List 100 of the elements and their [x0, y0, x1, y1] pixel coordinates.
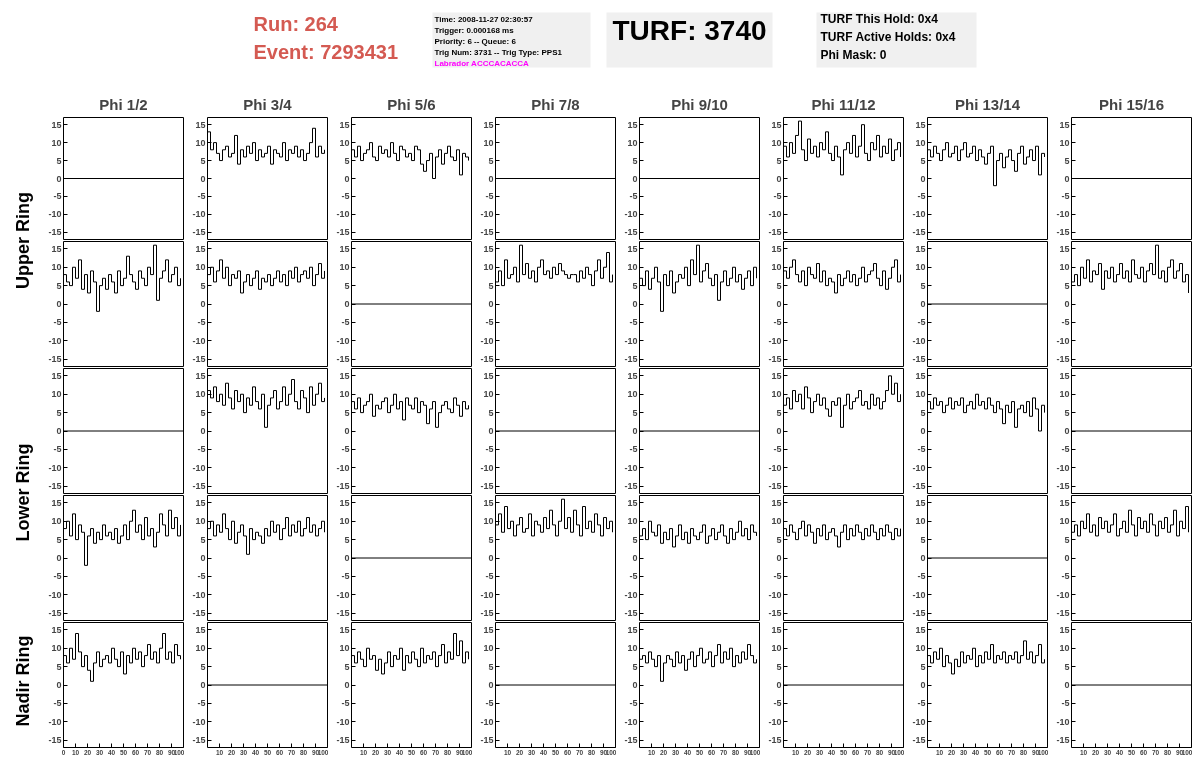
y-tick-label: -10 — [336, 462, 350, 473]
y-tick-label: 5 — [56, 407, 62, 418]
chart-title: Phi 1/2 — [99, 95, 148, 113]
y-tick-label: -15 — [1056, 481, 1070, 492]
y-tick-label: -15 — [624, 227, 638, 238]
y-tick-label: -15 — [768, 354, 782, 365]
y-tick-label: -10 — [1056, 209, 1070, 220]
y-tick-label: 5 — [488, 661, 494, 672]
y-tick-label: 10 — [1059, 137, 1070, 148]
y-tick-label: -15 — [192, 608, 206, 619]
y-tick-label: -5 — [197, 698, 206, 709]
y-tick-label: -5 — [629, 444, 638, 455]
y-tick-label: 5 — [1064, 534, 1070, 545]
y-tick-label: -10 — [768, 209, 782, 220]
y-tick-label: 10 — [195, 262, 206, 273]
y-tick-label: -15 — [48, 481, 62, 492]
y-tick-label: 15 — [1059, 497, 1070, 508]
y-tick-label: -5 — [629, 191, 638, 202]
y-tick-label: 5 — [200, 280, 206, 291]
y-tick-label: -5 — [773, 444, 782, 455]
y-tick-label: 0 — [344, 173, 350, 184]
y-tick-label: -15 — [768, 735, 782, 746]
y-tick-label: -15 — [336, 354, 350, 365]
y-tick-label: 5 — [776, 280, 782, 291]
y-tick-label: 5 — [344, 534, 350, 545]
y-tick-label: 0 — [1064, 553, 1070, 563]
y-tick-label: 15 — [627, 119, 638, 130]
y-tick-label: -10 — [336, 716, 350, 727]
y-tick-label: 10 — [627, 137, 638, 148]
y-tick-label: 15 — [339, 119, 350, 130]
y-tick-label: -5 — [1061, 191, 1070, 202]
y-tick-label: 15 — [483, 119, 494, 130]
y-tick-label: 0 — [56, 680, 62, 690]
y-tick-label: -5 — [341, 571, 350, 582]
y-tick-label: -15 — [192, 735, 206, 746]
y-tick-label: -5 — [53, 317, 62, 328]
y-tick-label: -15 — [1056, 354, 1070, 365]
y-tick-label: 5 — [344, 661, 350, 672]
y-tick-label: 0 — [776, 553, 782, 563]
y-tick-label: 5 — [776, 534, 782, 545]
y-tick-label: 10 — [1059, 389, 1070, 400]
y-tick-label: -15 — [192, 354, 206, 365]
y-tick-label: 5 — [632, 155, 638, 166]
y-tick-label: -15 — [192, 481, 206, 492]
y-tick-label: -15 — [1056, 735, 1070, 746]
y-tick-label: -10 — [192, 589, 206, 600]
y-tick-label: 5 — [344, 280, 350, 291]
y-tick-label: -10 — [1056, 716, 1070, 727]
y-tick-label: -10 — [768, 462, 782, 473]
y-tick-label: 10 — [771, 137, 782, 148]
y-tick-label: -15 — [192, 227, 206, 238]
y-tick-label: 5 — [1064, 661, 1070, 672]
y-tick-label: 10 — [1059, 643, 1070, 654]
y-tick-label: 0 — [488, 680, 494, 690]
y-tick-label: -15 — [912, 608, 926, 619]
y-tick-label: -10 — [1056, 462, 1070, 473]
y-tick-label: 15 — [51, 119, 62, 130]
y-tick-label: 15 — [339, 243, 350, 254]
y-tick-label: -5 — [773, 317, 782, 328]
y-tick-label: -5 — [917, 444, 926, 455]
y-tick-label: 5 — [200, 155, 206, 166]
y-tick-label: -10 — [624, 716, 638, 727]
y-tick-label: 10 — [195, 516, 206, 527]
y-tick-label: 0 — [200, 680, 206, 690]
text: Priority: 6 -- Queue: 6 — [434, 36, 517, 46]
text: TURF Active Holds: 0x4 — [820, 29, 956, 44]
y-tick-label: -10 — [480, 335, 494, 346]
y-tick-label: 5 — [1064, 280, 1070, 291]
y-tick-label: -5 — [773, 571, 782, 582]
y-tick-label: 10 — [915, 643, 926, 654]
y-tick-label: -10 — [768, 716, 782, 727]
y-tick-label: -5 — [341, 444, 350, 455]
y-tick-label: -10 — [48, 716, 62, 727]
y-tick-label: -5 — [197, 571, 206, 582]
text: Time: 2008-11-27 02:30:57 — [434, 14, 534, 24]
text: Run: 264 — [253, 12, 339, 35]
y-tick-label: -15 — [336, 608, 350, 619]
y-tick-label: 15 — [771, 497, 782, 508]
y-tick-label: -15 — [480, 354, 494, 365]
chart-title: Phi 15/16 — [1098, 95, 1165, 113]
y-tick-label: -15 — [912, 481, 926, 492]
chart-title: Phi 7/8 — [531, 95, 580, 113]
y-tick-label: -10 — [336, 209, 350, 220]
y-tick-label: 10 — [915, 137, 926, 148]
y-tick-label: 5 — [488, 155, 494, 166]
y-tick-label: -5 — [485, 191, 494, 202]
y-tick-label: 5 — [56, 534, 62, 545]
chart-title: Phi 5/6 — [387, 95, 436, 113]
y-tick-label: -10 — [48, 589, 62, 600]
y-tick-label: 0 — [1064, 299, 1070, 309]
y-tick-label: 0 — [488, 553, 494, 563]
y-tick-label: 5 — [920, 534, 926, 545]
y-tick-label: -15 — [1056, 227, 1070, 238]
y-tick-label: 15 — [915, 624, 926, 635]
y-tick-label: 0 — [56, 173, 62, 184]
y-tick-label: 10 — [771, 643, 782, 654]
y-tick-label: -15 — [336, 227, 350, 238]
y-tick-label: 0 — [56, 299, 62, 309]
y-tick-label: 0 — [776, 173, 782, 184]
y-tick-label: 10 — [339, 389, 350, 400]
